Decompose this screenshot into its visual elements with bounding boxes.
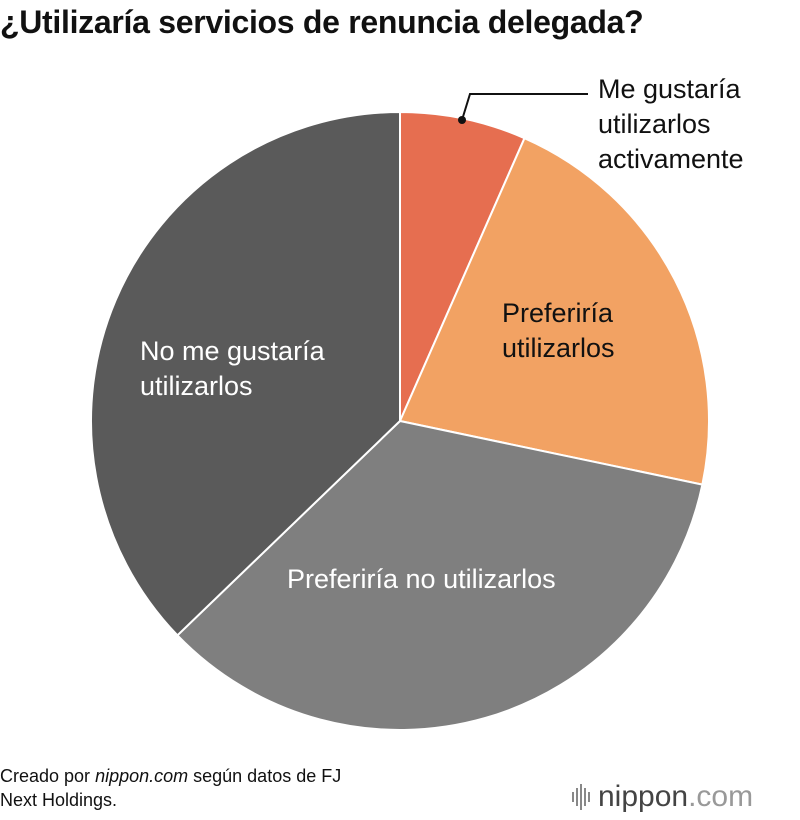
pie-slice-3 [90,110,401,637]
source-suffix: según datos de FJ [188,766,342,786]
leader-dot [458,116,466,124]
logo-bars-icon [572,784,590,810]
pie-slice-2 [176,419,704,731]
source-site: nippon.com [95,766,189,786]
slice-label-preferiria: Preferiría utilizarlos [502,296,615,366]
label-line: utilizarlos [502,333,615,363]
source-note: Creado por nippon.com según datos de FJ … [0,764,341,812]
label-line: Preferiría [502,298,614,328]
logo-name: nippon [598,780,689,813]
slice-label-no-me-gustaria: No me gustaría utilizarlos [140,334,325,404]
label-line: activamente [598,144,744,174]
slice-label-activamente: Me gustaría utilizarlos activamente [598,72,744,177]
label-line: Me gustaría [598,74,741,104]
pie-slice-1 [398,136,710,486]
slice-label-preferiria-no: Preferiría no utilizarlos [287,562,556,597]
label-line: utilizarlos [598,109,711,139]
label-line: Preferiría no utilizarlos [287,564,556,594]
logo-tld: .com [688,780,754,813]
source-line2: Next Holdings. [0,790,118,810]
chart-title: ¿Utilizaría servicios de renuncia delega… [0,4,644,40]
label-line: utilizarlos [140,371,253,401]
nippon-logo: nippon.com [572,780,753,814]
source-prefix: Creado por [0,766,96,786]
leader-line [461,93,588,121]
label-line: No me gustaría [140,336,325,366]
